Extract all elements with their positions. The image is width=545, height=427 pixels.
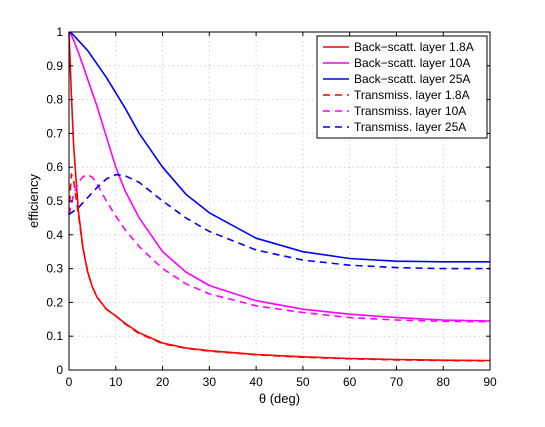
legend-label: Transmiss. layer 1.8A [354, 88, 470, 102]
y-axis-label: efficiency [26, 174, 41, 228]
series-line-3 [68, 31, 490, 263]
axis-ticks: 0 10 20 30 40 50 60 70 80 90 0 0.1 0.2 0.3 0.4 0.5 0.6 0.… [46, 25, 497, 389]
series-line-5 [68, 173, 491, 323]
y-tick-label: 1 [56, 25, 63, 39]
y-tick-label: 0.5 [46, 194, 63, 208]
x-tick-label: 60 [343, 375, 357, 389]
y-tick-label: 0 [56, 363, 63, 377]
series-line-4 [68, 173, 491, 362]
y-tick-label: 0.2 [46, 295, 63, 309]
legend-label: Back−scatt. layer 25A [354, 72, 470, 86]
x-tick-label: 50 [296, 375, 310, 389]
series-lines [68, 31, 491, 362]
y-tick-label: 0.3 [46, 262, 63, 276]
x-tick-label: 30 [203, 375, 217, 389]
x-tick-label: 90 [483, 375, 497, 389]
legend-label: Back−scatt. layer 1.8A [354, 40, 474, 54]
x-tick-label: 80 [437, 375, 451, 389]
y-tick-label: 0.7 [46, 126, 63, 140]
x-tick-label: 0 [66, 375, 73, 389]
legend-label: Back−scatt. layer 10A [354, 56, 470, 70]
legend: Back−scatt. layer 1.8A Back−scatt. layer … [316, 35, 488, 139]
y-tick-label: 0.8 [46, 93, 63, 107]
x-axis-label: θ (deg) [259, 391, 300, 406]
series-line-2 [68, 31, 491, 322]
y-tick-label: 0.1 [46, 329, 63, 343]
legend-label: Transmiss. layer 25A [354, 120, 466, 134]
legend-label: Transmiss. layer 10A [354, 104, 466, 118]
series-line-6 [68, 173, 490, 270]
x-tick-label: 10 [109, 375, 123, 389]
y-tick-label: 0.6 [46, 160, 63, 174]
legend-box [316, 35, 488, 139]
y-tick-label: 0.9 [46, 59, 63, 73]
y-tick-label: 0.4 [46, 228, 63, 242]
x-tick-label: 70 [390, 375, 404, 389]
x-tick-label: 40 [249, 375, 263, 389]
x-tick-label: 20 [156, 375, 170, 389]
